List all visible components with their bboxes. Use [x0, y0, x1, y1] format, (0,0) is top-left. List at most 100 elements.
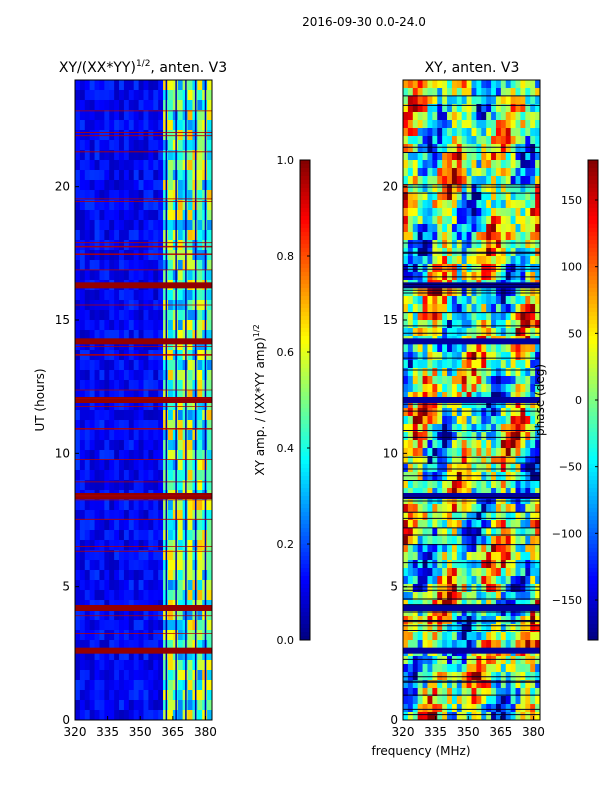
phase-cell [500, 440, 507, 449]
phase-cell [535, 488, 541, 497]
amplitude-cell [153, 430, 159, 441]
phase-cell [476, 112, 482, 121]
phase-cell [481, 80, 487, 89]
phase-colorbar-step [588, 488, 598, 493]
phase-colorbar-step [588, 268, 598, 273]
amplitude-cell [138, 130, 144, 141]
phase-cell [427, 688, 433, 697]
phase-colorbar-step [588, 224, 598, 229]
phase-cell [432, 152, 438, 161]
amplitude-cell [123, 440, 130, 451]
amplitude-colorbar-step [300, 552, 310, 557]
phase-cell [422, 272, 428, 281]
amplitude-x-tick-label: 350 [129, 725, 152, 739]
phase-cell [461, 712, 467, 721]
amplitude-cell [207, 90, 213, 101]
phase-cell [510, 496, 516, 505]
amplitude-cell [89, 610, 95, 621]
phase-cell [495, 664, 502, 673]
amplitude-cell [138, 420, 144, 431]
amplitude-colorbar-step [300, 564, 310, 569]
amplitude-cell [153, 650, 159, 661]
phase-x-tick-label: 335 [424, 725, 447, 739]
amplitude-colorbar-step [300, 380, 310, 385]
phase-cell [471, 680, 477, 689]
amplitude-cell [133, 390, 139, 401]
phase-cell [442, 552, 448, 561]
amplitude-cell [123, 540, 130, 551]
amplitude-cell [123, 480, 130, 491]
amplitude-cell [133, 440, 139, 451]
amplitude-cell [207, 510, 213, 521]
phase-cell [427, 312, 433, 321]
amplitude-cell [79, 230, 86, 241]
amplitude-colorbar-step [300, 588, 310, 593]
amplitude-cell [114, 250, 120, 261]
phase-cell [476, 584, 482, 593]
phase-cell [525, 120, 531, 129]
amplitude-flagged-row [75, 605, 212, 611]
amplitude-cell [75, 450, 81, 461]
phase-cell [447, 136, 453, 145]
phase-cell [403, 424, 409, 433]
phase-cell [461, 296, 467, 305]
amplitude-cell [89, 150, 95, 161]
amplitude-cell [197, 110, 203, 121]
amplitude-cell [153, 540, 159, 551]
phase-cell [535, 528, 541, 537]
phase-cell [481, 152, 487, 161]
amplitude-cell [119, 260, 125, 271]
amplitude-cell [138, 440, 144, 451]
phase-cell [510, 632, 516, 641]
phase-cell [520, 240, 526, 249]
phase-colorbar-step [588, 220, 598, 225]
phase-colorbar-step [588, 372, 598, 377]
phase-cell [442, 624, 448, 633]
phase-cell [535, 144, 541, 153]
amplitude-cell [94, 150, 100, 161]
phase-cell [535, 704, 541, 713]
phase-cell [520, 304, 526, 313]
phase-colorbar-step [588, 548, 598, 553]
amplitude-cell [187, 200, 193, 211]
amplitude-cell [138, 620, 144, 631]
phase-cell [427, 632, 433, 641]
phase-cell [442, 488, 448, 497]
amplitude-cell [143, 410, 149, 421]
amplitude-cell [114, 340, 120, 351]
phase-cell [422, 568, 428, 577]
amplitude-colorbar-step [300, 348, 310, 353]
phase-cell [461, 416, 467, 425]
phase-cell [417, 328, 423, 337]
phase-cell [417, 184, 423, 193]
phase-cell [427, 624, 433, 633]
phase-cell [500, 360, 507, 369]
phase-colorbar-step [588, 236, 598, 241]
phase-cell [471, 80, 477, 89]
amplitude-cell [138, 550, 144, 561]
phase-cell [486, 688, 492, 697]
phase-cell [535, 464, 541, 473]
phase-cell [515, 128, 521, 137]
phase-cell [486, 552, 492, 561]
phase-cell [491, 520, 497, 529]
phase-cell [476, 416, 482, 425]
phase-cell [495, 120, 502, 129]
phase-colorbar-step [588, 296, 598, 301]
phase-cell [447, 480, 453, 489]
phase-cell [500, 184, 507, 193]
phase-cell [476, 440, 482, 449]
phase-cell [481, 704, 487, 713]
amplitude-colorbar-step [300, 300, 310, 305]
amplitude-colorbar-step [300, 404, 310, 409]
phase-cell [505, 176, 512, 185]
phase-cell [505, 232, 512, 241]
amplitude-x-ticks: 320 335 350 365 380 [64, 716, 217, 739]
amplitude-colorbar-step [300, 328, 310, 333]
amplitude-cell [167, 130, 174, 141]
phase-cell [461, 352, 467, 361]
amplitude-cell [148, 140, 154, 151]
phase-cell [510, 160, 516, 169]
amplitude-cell [177, 400, 184, 411]
amplitude-cell [197, 580, 203, 591]
